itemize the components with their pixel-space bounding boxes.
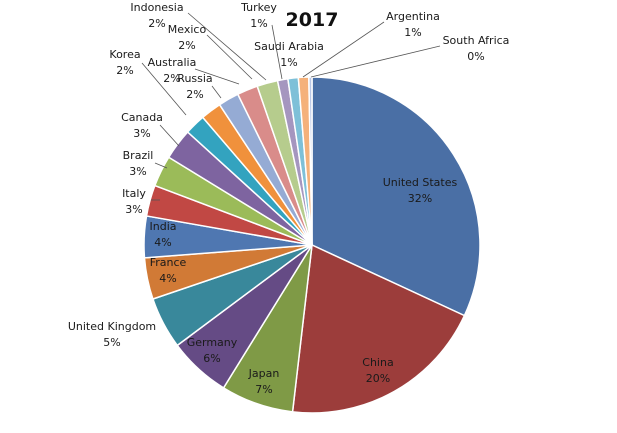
pie-slices xyxy=(143,76,481,414)
pie-slice-united-states xyxy=(311,76,481,317)
slice-label-name: United States xyxy=(383,176,458,189)
slice-label-germany: Germany 6% xyxy=(187,336,238,365)
slice-label-name: Russia xyxy=(177,72,212,85)
slice-label-value: 32% xyxy=(408,192,432,205)
slice-label-indonesia: Indonesia 2% xyxy=(130,1,183,30)
slice-label-value: 3% xyxy=(125,203,142,216)
leader-line-russia xyxy=(211,85,222,99)
leader-line-turkey xyxy=(271,24,283,80)
slice-label-canada: Canada 3% xyxy=(121,111,163,140)
slice-label-turkey: Turkey 1% xyxy=(240,1,277,30)
slice-label-value: 2% xyxy=(163,72,180,85)
leader-line-south-africa xyxy=(310,45,441,78)
slice-label-name: Canada xyxy=(121,111,163,124)
chart-title: 2017 xyxy=(286,9,339,31)
slice-label-name: Australia xyxy=(148,56,197,69)
slice-label-value: 1% xyxy=(404,26,421,39)
slice-label-value: 4% xyxy=(159,272,176,285)
slice-label-value: 3% xyxy=(133,127,150,140)
slice-label-value: 6% xyxy=(203,352,220,365)
slice-label-name: France xyxy=(150,256,187,269)
slice-labels: United States 32% China 20% Japan 7% Germany 6%… xyxy=(68,1,510,396)
slice-label-united-states: United States 32% xyxy=(383,176,458,205)
leader-line-korea xyxy=(141,62,187,116)
slice-label-value: 20% xyxy=(366,372,390,385)
slice-label-name: Korea xyxy=(109,48,140,61)
slice-label-name: South Africa xyxy=(443,34,510,47)
slice-label-name: Germany xyxy=(187,336,238,349)
slice-label-china: China 20% xyxy=(362,356,393,385)
slice-label-name: Saudi Arabia xyxy=(254,40,324,53)
slice-label-brazil: Brazil 3% xyxy=(123,149,154,178)
slice-label-name: Turkey xyxy=(240,1,277,14)
slice-label-france: France 4% xyxy=(150,256,187,285)
slice-label-name: Argentina xyxy=(386,10,440,23)
leader-line-argentina xyxy=(302,21,385,78)
slice-label-name: India xyxy=(150,220,177,233)
slice-label-value: 2% xyxy=(178,39,195,52)
slice-label-name: United Kingdom xyxy=(68,320,156,333)
slice-label-italy: Italy 3% xyxy=(122,187,146,216)
slice-label-name: Mexico xyxy=(168,23,207,36)
slice-label-value: 2% xyxy=(148,17,165,30)
leader-lines xyxy=(141,12,441,201)
pie-slice-china xyxy=(291,243,466,414)
slice-label-south-africa: South Africa 0% xyxy=(443,34,510,63)
leader-line-mexico xyxy=(206,34,253,80)
slice-label-name: Brazil xyxy=(123,149,154,162)
slice-label-name: Indonesia xyxy=(130,1,183,14)
slice-label-value: 2% xyxy=(186,88,203,101)
leader-line-canada xyxy=(159,124,180,147)
slice-label-australia: Australia 2% xyxy=(148,56,197,85)
slice-label-value: 4% xyxy=(154,236,171,249)
slice-label-name: Japan xyxy=(248,367,280,380)
slice-label-value: 1% xyxy=(250,17,267,30)
leader-line-indonesia xyxy=(187,12,267,81)
slice-label-value: 2% xyxy=(116,64,133,77)
leader-line-australia xyxy=(194,68,240,85)
slice-label-russia: Russia 2% xyxy=(177,72,212,101)
slice-label-korea: Korea 2% xyxy=(109,48,140,77)
slice-label-united-kingdom: United Kingdom 5% xyxy=(68,320,156,349)
slice-label-japan: Japan 7% xyxy=(248,367,280,396)
slice-label-value: 0% xyxy=(467,50,484,63)
slice-label-name: China xyxy=(362,356,393,369)
slice-label-argentina: Argentina 1% xyxy=(386,10,440,39)
leader-line-brazil xyxy=(154,162,168,169)
slice-label-value: 3% xyxy=(129,165,146,178)
slice-label-name: Italy xyxy=(122,187,146,200)
slice-label-value: 7% xyxy=(255,383,272,396)
slice-label-mexico: Mexico 2% xyxy=(168,23,207,52)
slice-label-value: 5% xyxy=(103,336,120,349)
slice-label-saudi-arabia: Saudi Arabia 1% xyxy=(254,40,324,69)
slice-label-value: 1% xyxy=(280,56,297,69)
slice-label-india: India 4% xyxy=(150,220,177,249)
